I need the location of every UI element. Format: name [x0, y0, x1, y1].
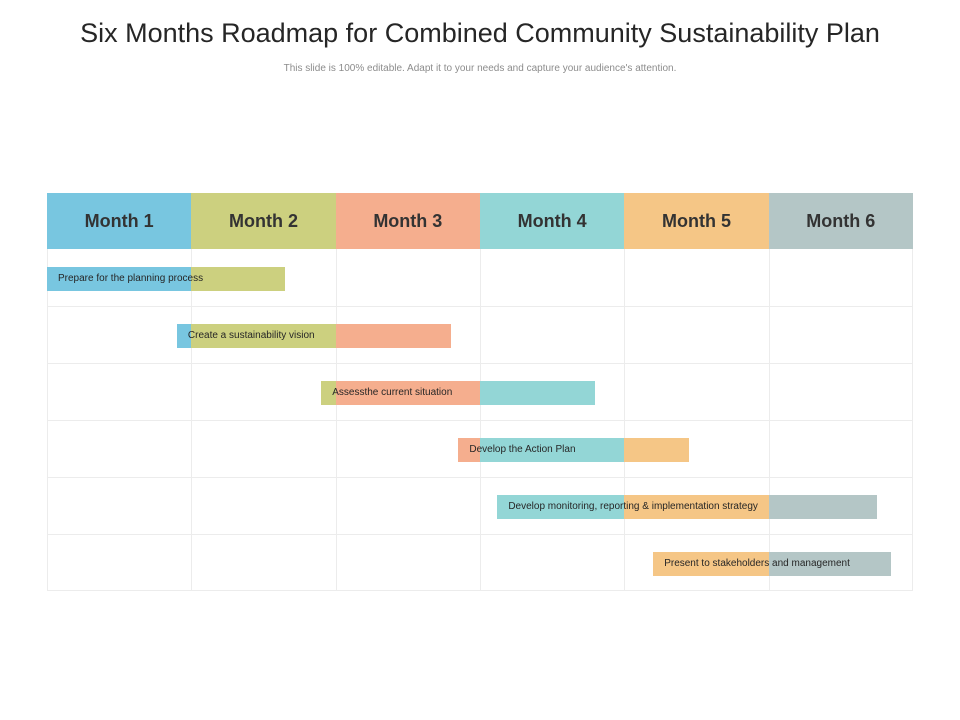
task-bar-segment — [176, 324, 192, 348]
task-bar-segment — [191, 267, 286, 291]
month-2-header: Month 2 — [191, 193, 336, 249]
task-bar: Assessthe current situation — [321, 381, 596, 405]
task-bar-segment — [768, 552, 892, 576]
task-bar: Develop monitoring, reporting & implemen… — [497, 495, 877, 519]
task-bar: Create a sustainability vision — [176, 324, 452, 348]
task-label: Prepare for the planning process — [58, 273, 204, 284]
task-label: Assessthe current situation — [332, 387, 453, 398]
month-6-header: Month 6 — [768, 193, 913, 249]
task-bars: Prepare for the planning process Create a… — [47, 249, 913, 591]
task-bar-segment — [497, 495, 625, 519]
task-label: Develop monitoring, reporting & implemen… — [508, 501, 758, 512]
task-bar-segment — [335, 324, 452, 348]
task-label: Create a sustainability vision — [187, 330, 315, 341]
task-bar-segment — [624, 495, 769, 519]
task-bar-segment — [191, 324, 336, 348]
grid-row-line — [47, 306, 913, 307]
roadmap-chart: Month 1 Month 2 Month 3 Month 4 Month 5 … — [47, 193, 913, 591]
task-label: Present to stakeholders and management — [664, 558, 850, 569]
slide-title: Six Months Roadmap for Combined Communit… — [80, 18, 880, 48]
task-bar-segment — [479, 381, 596, 405]
month-1-header: Month 1 — [47, 193, 192, 249]
task-bar-segment — [47, 267, 192, 291]
task-bar-segment — [479, 438, 625, 462]
grid-row-line — [47, 363, 913, 364]
task-bar: Present to stakeholders and management — [653, 552, 892, 576]
task-bar-segment — [321, 381, 336, 405]
task-bar-segment — [768, 495, 877, 519]
grid-row-line — [47, 534, 913, 535]
grid-row-line — [47, 590, 913, 591]
month-5-header: Month 5 — [624, 193, 769, 249]
task-bar-segment — [653, 552, 769, 576]
task-bar-segment — [624, 438, 690, 462]
timeline-grid — [47, 249, 913, 591]
grid-row-line — [47, 477, 913, 478]
task-bar-segment — [335, 381, 480, 405]
month-4-header: Month 4 — [479, 193, 625, 249]
task-bar: Prepare for the planning process — [47, 267, 286, 291]
task-bar: Develop the Action Plan — [458, 438, 690, 462]
task-label: Develop the Action Plan — [469, 444, 576, 455]
slide-subtitle: This slide is 100% editable. Adapt it to… — [283, 63, 677, 74]
task-bar-segment — [458, 438, 480, 462]
month-3-header: Month 3 — [335, 193, 480, 249]
month-header-row: Month 1 Month 2 Month 3 Month 4 Month 5 … — [47, 193, 913, 249]
grid-row-line — [47, 420, 913, 421]
